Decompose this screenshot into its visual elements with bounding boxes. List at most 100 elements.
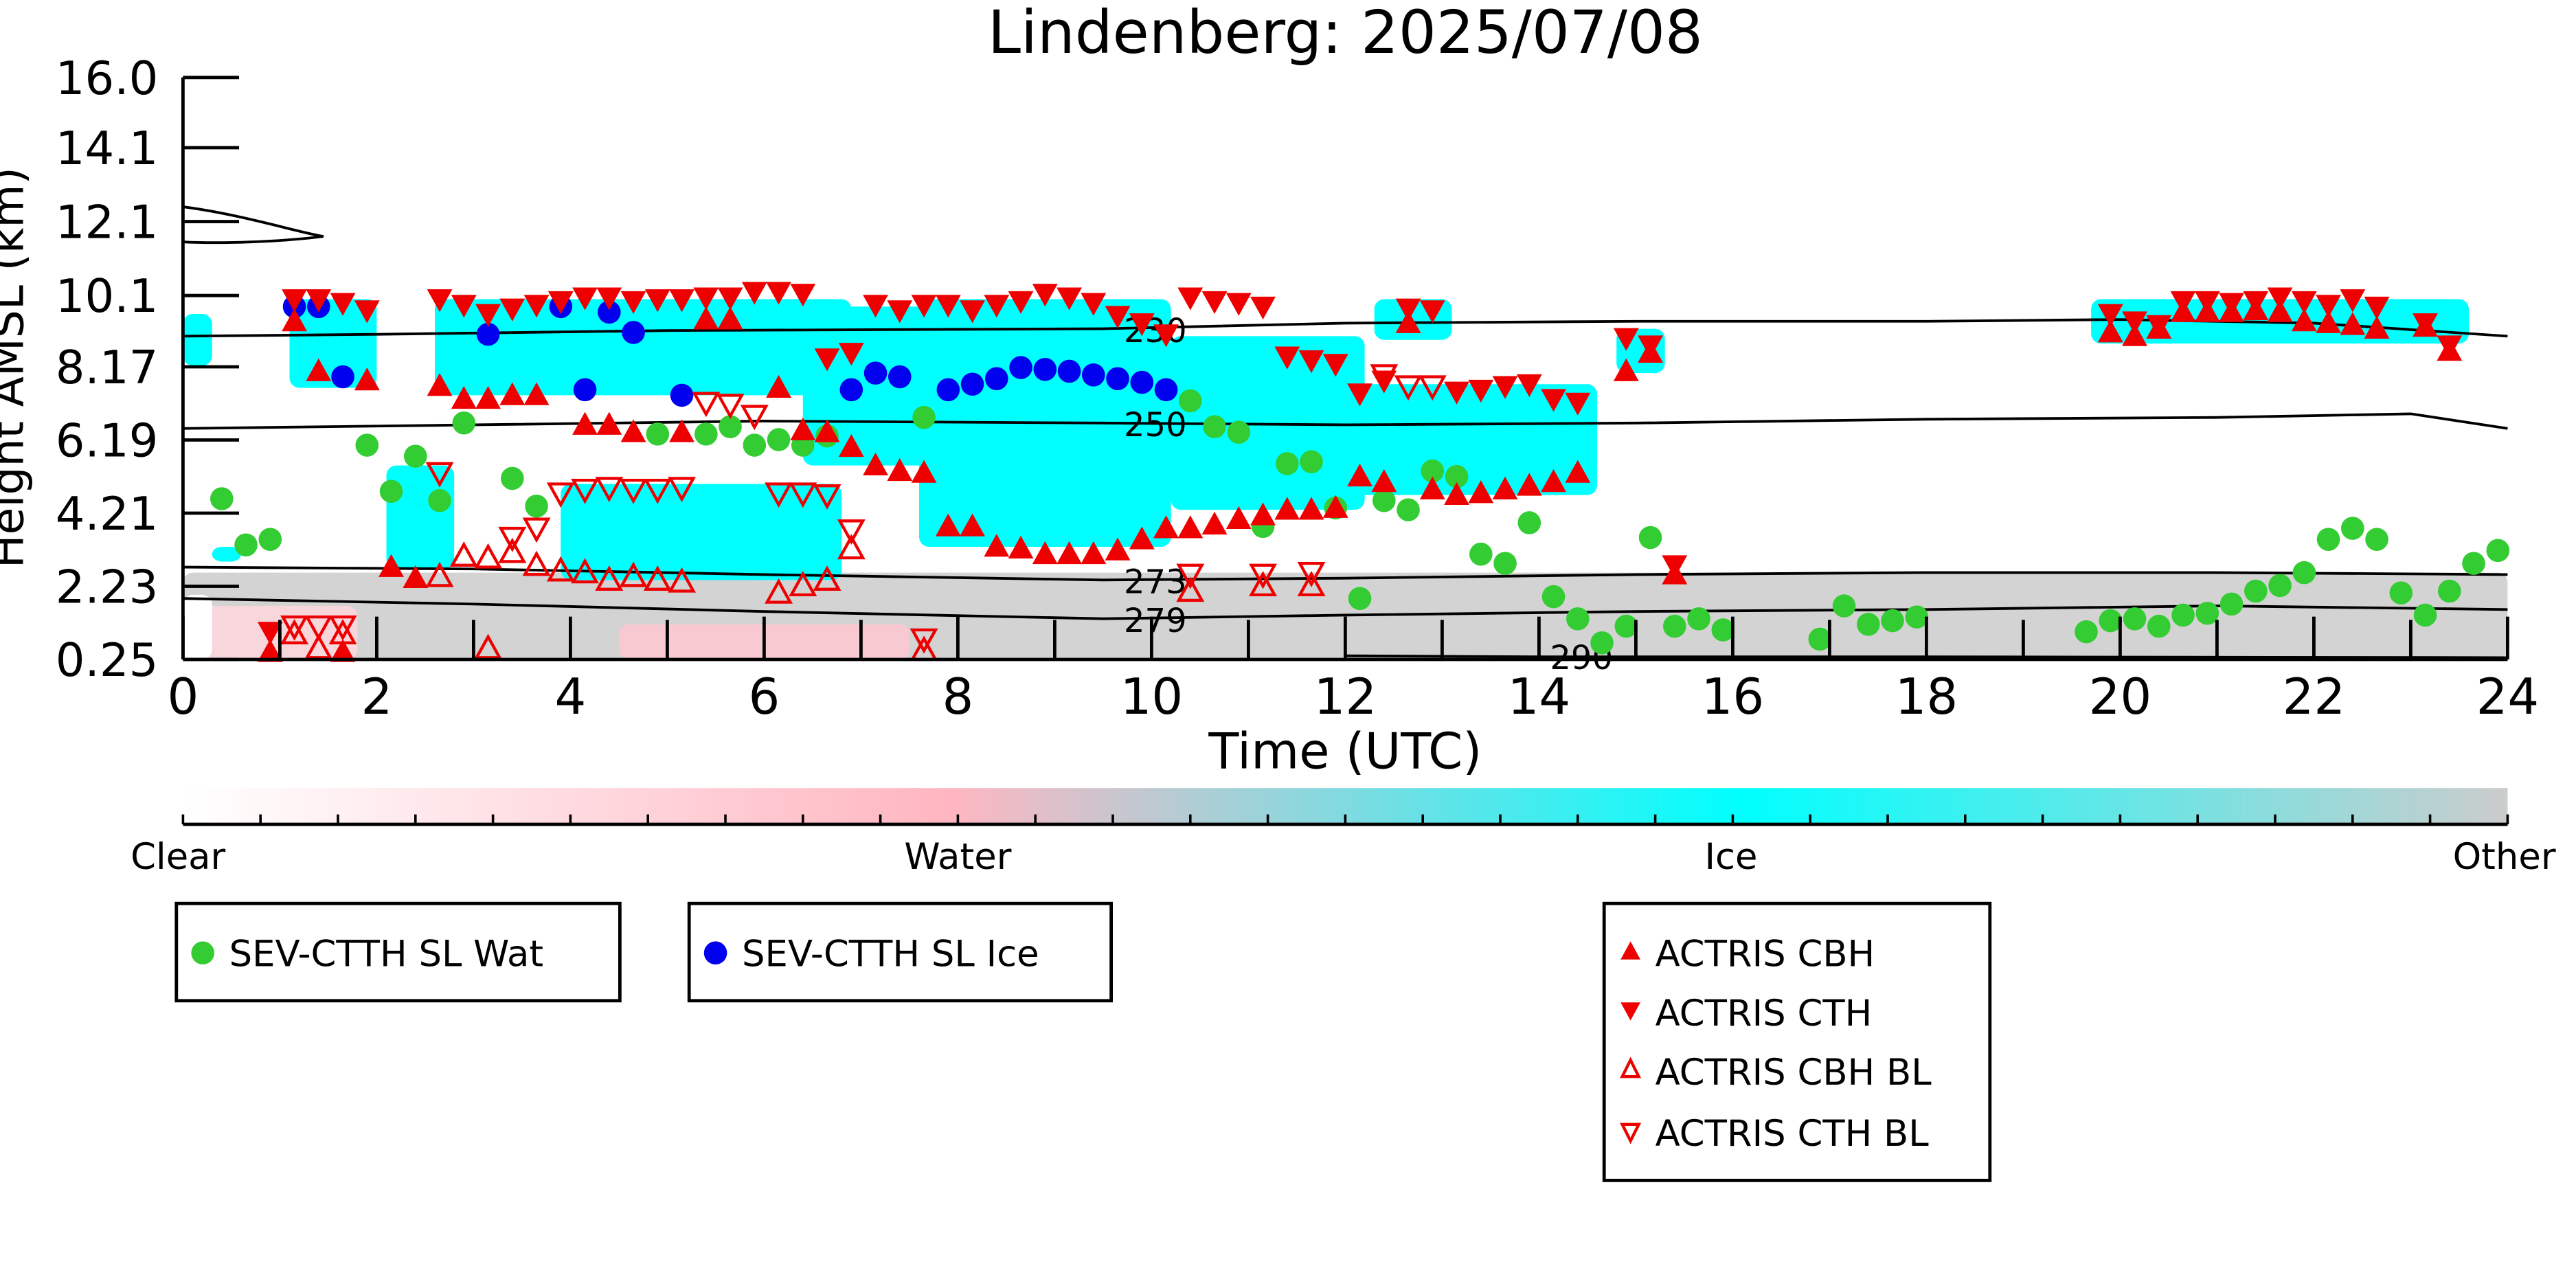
data-point (2219, 293, 2244, 316)
data-point (717, 287, 743, 310)
data-point (2413, 313, 2438, 337)
y-axis-label: Height AMSL (km) (0, 167, 34, 568)
x-axis-ticks: 0 2 4 6 8 10 12 14 16 18 20 22 24 (167, 616, 2540, 725)
x-tick-label: 20 (2089, 668, 2152, 725)
x-tick-label: 24 (2476, 668, 2540, 725)
data-point (280, 619, 309, 644)
data-point (1687, 607, 1710, 631)
data-point (1565, 392, 1591, 416)
data-point (622, 321, 645, 344)
data-point (1106, 367, 1129, 390)
data-point (1057, 541, 1082, 565)
data-point (2099, 609, 2123, 633)
legend-actris: ACTRIS CBH ACTRIS CTH ACTRIS CBH BL ACTR… (1602, 901, 1992, 1182)
x-tick-label: 22 (2283, 668, 2346, 725)
data-point (1371, 469, 1397, 493)
y-tick-label: 16.0 (56, 52, 159, 105)
data-point (572, 287, 598, 310)
data-point (1613, 358, 1639, 381)
data-point (789, 482, 817, 508)
data-point (2364, 315, 2390, 339)
y-tick-label: 4.21 (56, 487, 159, 541)
legend-box (1602, 901, 1992, 1182)
data-point (1250, 502, 1276, 526)
data-point (887, 300, 913, 324)
data-point (1418, 375, 1447, 401)
data-point (814, 419, 840, 442)
data-point (1566, 607, 1590, 631)
data-point (2486, 539, 2510, 563)
data-point (741, 282, 767, 305)
data-point (571, 478, 600, 504)
data-point (498, 526, 527, 552)
data-point (2122, 311, 2147, 335)
data-point (474, 543, 503, 569)
data-point (2122, 323, 2147, 346)
data-point (571, 558, 600, 584)
data-point (1541, 585, 1566, 609)
data-point (717, 306, 743, 330)
data-point (1249, 571, 1278, 597)
data-point (2438, 579, 2461, 603)
data-point (499, 382, 526, 405)
data-point (525, 494, 548, 518)
cloud-region-ice (561, 484, 842, 580)
data-point (1541, 389, 1566, 412)
data-point (452, 411, 476, 435)
data-point (523, 295, 550, 318)
data-point (1492, 476, 1518, 499)
data-point (1105, 306, 1131, 329)
data-point (498, 537, 527, 563)
data-point (2243, 291, 2269, 315)
data-point (282, 308, 307, 332)
y-tick-label: 0.25 (56, 633, 159, 687)
data-point (1590, 631, 1614, 655)
colorbar-label-ice: Ice (1704, 836, 1757, 878)
x-tick-label: 12 (1314, 668, 1377, 725)
legend-box (687, 901, 1113, 1003)
data-point (501, 466, 524, 490)
cloud-region-ice (386, 465, 455, 569)
data-point (1419, 300, 1445, 324)
data-point (451, 295, 477, 318)
data-point (766, 282, 791, 305)
data-point (1322, 495, 1348, 518)
data-point (2340, 312, 2366, 335)
data-point (887, 457, 913, 482)
data-point (476, 322, 500, 346)
data-point (1297, 571, 1326, 597)
data-point (2316, 528, 2340, 551)
data-point (2291, 308, 2317, 332)
legend-label: ACTRIS CTH BL (1656, 1113, 1930, 1155)
legend-satellite-ice: SEV-CTTH SL Ice (687, 901, 1113, 1003)
data-point (1516, 473, 1542, 496)
legend-marker-open-triangle-up (1620, 1057, 1642, 1078)
data-point (1322, 354, 1348, 377)
legend-label: ACTRIS CBH (1656, 933, 1875, 975)
data-point (1808, 627, 1832, 651)
data-point (449, 541, 478, 567)
data-point (1468, 379, 1494, 403)
data-point (1032, 541, 1058, 565)
data-point (1129, 313, 1155, 337)
data-point (328, 615, 357, 641)
data-point (404, 444, 427, 468)
data-point (1881, 609, 1904, 633)
data-point (425, 462, 454, 488)
data-point (1347, 383, 1372, 407)
data-point (1348, 587, 1372, 611)
data-point (1613, 328, 1639, 351)
legend-box (174, 901, 622, 1003)
data-point (2123, 607, 2147, 631)
x-tick-label: 4 (554, 668, 586, 725)
legend-label: SEV-CTTH SL Wat (229, 933, 543, 975)
chart-title: Lindenberg: 2025/07/08 (988, 0, 1703, 67)
data-point (1421, 459, 1445, 483)
data-point (2170, 291, 2196, 315)
data-point (2267, 299, 2293, 322)
data-point (379, 554, 404, 577)
legend-marker-blue-circle (703, 941, 727, 964)
data-point (766, 374, 791, 398)
data-point (475, 304, 501, 327)
